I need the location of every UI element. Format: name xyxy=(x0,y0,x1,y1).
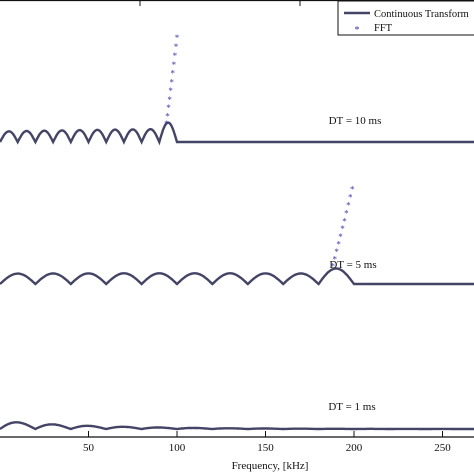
fft-point: * xyxy=(174,42,179,52)
fft-point: * xyxy=(344,208,349,218)
panel-2: ***********DT = 5 ms xyxy=(0,184,474,286)
fft-point: * xyxy=(340,224,345,234)
plot-frame xyxy=(0,0,474,438)
x-tick-label: 50 xyxy=(83,442,95,454)
x-tick-label: 250 xyxy=(434,442,451,454)
fft-point: * xyxy=(169,78,174,88)
continuous-transform-line xyxy=(0,421,474,431)
fft-point: * xyxy=(168,86,173,96)
fft-point: * xyxy=(173,51,178,61)
fft-point: * xyxy=(171,69,176,79)
fft-point: * xyxy=(348,192,353,202)
chart-panels: ***********DT = 10 ms***********DT = 5 m… xyxy=(0,33,474,431)
legend-label-continuous: Continuous Transform xyxy=(374,9,469,20)
fft-point: * xyxy=(165,111,170,121)
fft-point: * xyxy=(167,95,172,105)
continuous-transform-line xyxy=(0,267,474,286)
fft-point: * xyxy=(172,60,177,70)
legend-box xyxy=(337,0,474,36)
x-tick-label: 150 xyxy=(257,442,274,454)
fft-point: * xyxy=(336,240,341,250)
fft-point: * xyxy=(332,255,337,265)
x-axis-label: Frequency, [kHz] xyxy=(232,460,309,472)
x-tick-label: 200 xyxy=(346,442,363,454)
legend-star-swatch: * xyxy=(355,25,360,36)
fft-point: * xyxy=(346,200,351,210)
panel-1: ***********DT = 10 ms xyxy=(0,33,474,146)
fft-point: * xyxy=(334,247,339,257)
panel-label: DT = 1 ms xyxy=(328,401,375,413)
fft-point: * xyxy=(166,103,171,113)
fft-point: * xyxy=(338,232,343,242)
fft-point: * xyxy=(175,33,180,43)
fft-point: * xyxy=(350,184,355,194)
x-tick-label: 100 xyxy=(169,442,186,454)
fft-point: * xyxy=(342,216,347,226)
panel-3: DT = 1 ms xyxy=(0,401,474,431)
continuous-transform-line xyxy=(0,121,474,146)
panel-label: DT = 10 ms xyxy=(329,115,382,127)
panel-label: DT = 5 ms xyxy=(329,259,376,271)
fft-point: * xyxy=(331,261,336,271)
x-axis: Frequency, [kHz] 50 100 150 200 250 xyxy=(83,431,451,472)
legend-label-fft: FFT xyxy=(374,23,393,34)
fft-point: * xyxy=(164,119,169,129)
legend: Continuous Transform * FFT xyxy=(337,0,474,36)
